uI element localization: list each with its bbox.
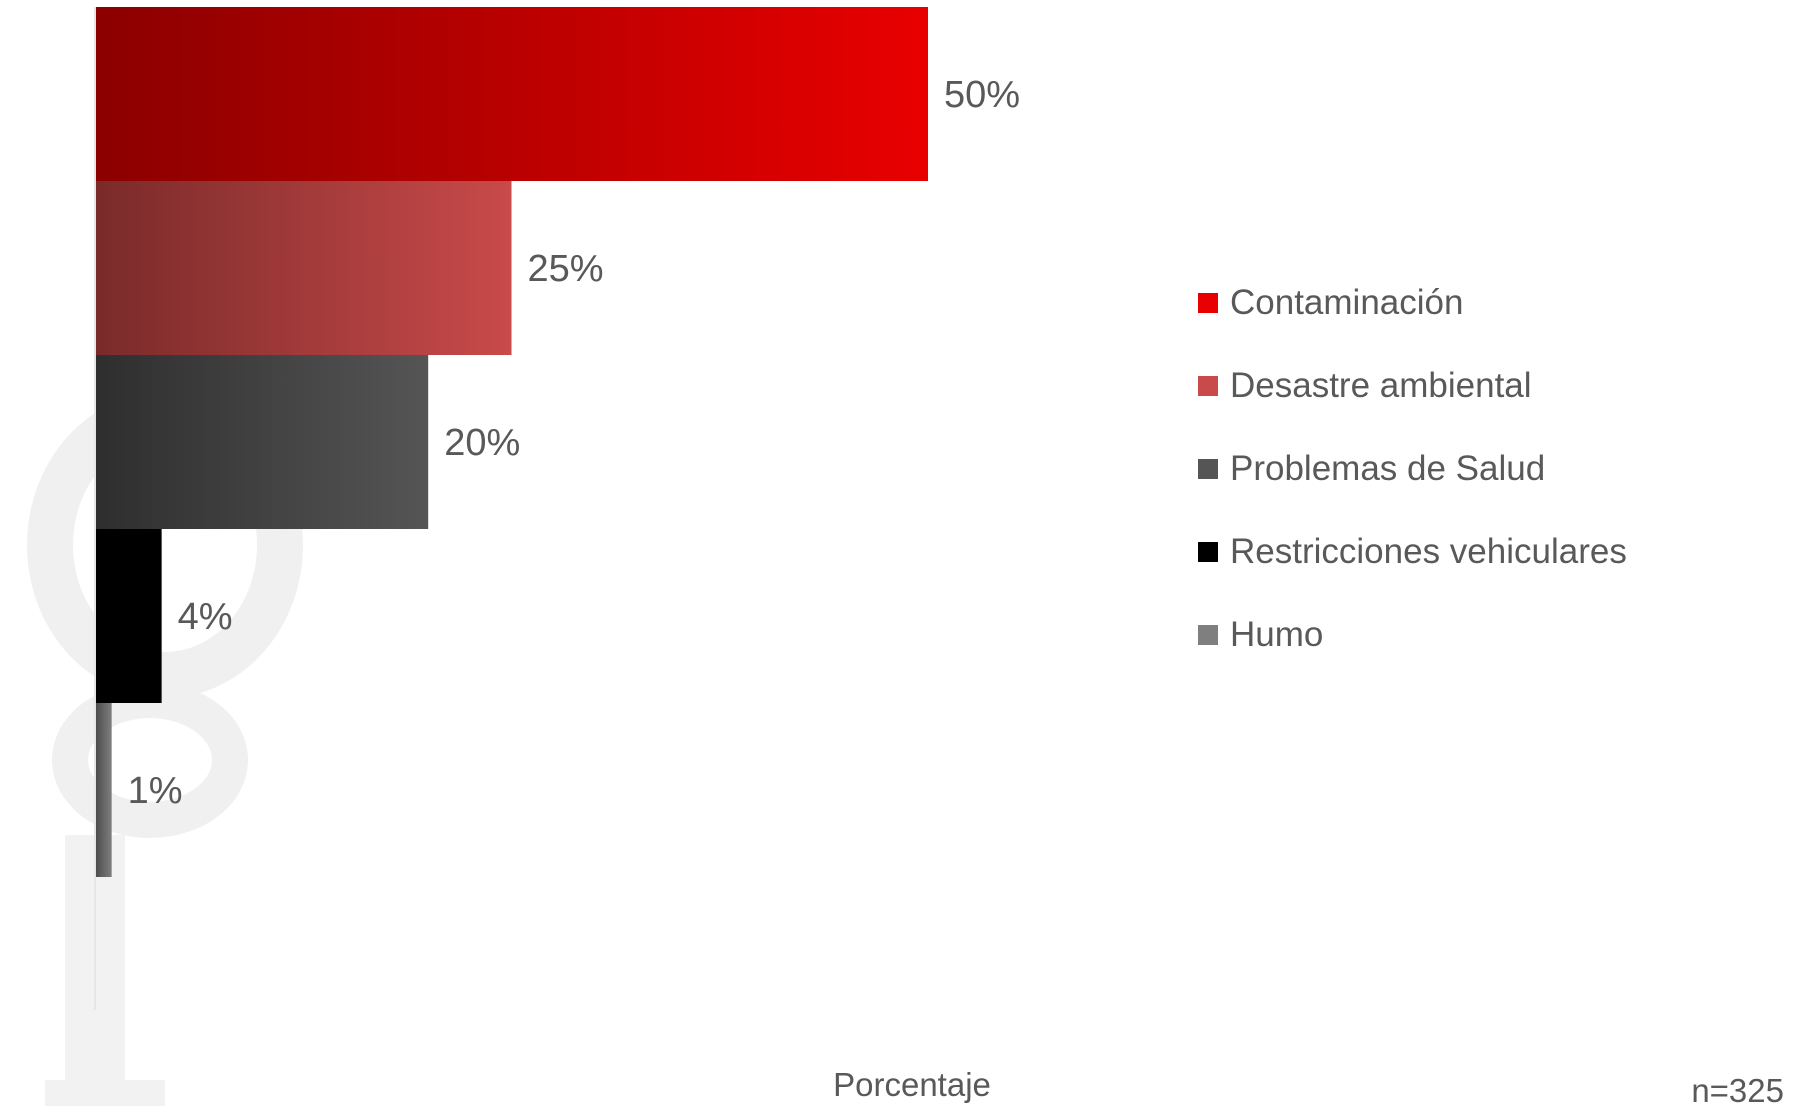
legend-item-desastre-ambiental: Desastre ambiental: [1198, 365, 1627, 406]
legend-swatch: [1198, 375, 1218, 396]
legend-swatch: [1198, 292, 1218, 313]
legend-item-problemas-de-salud: Problemas de Salud: [1198, 448, 1627, 489]
bar-humo: [95, 703, 112, 877]
value-label-restricciones-vehiculares: 4%: [178, 596, 233, 638]
value-label-humo: 1%: [128, 770, 183, 812]
legend-swatch: [1198, 624, 1218, 645]
bar-restricciones-vehiculares: [95, 529, 162, 703]
bar-contaminacion: [95, 7, 928, 181]
legend-label: Contaminación: [1230, 282, 1464, 322]
legend: Contaminación Desastre ambiental Problemas…: [1198, 282, 1627, 655]
legend-swatch: [1198, 541, 1218, 562]
x-axis-label: Porcentaje: [833, 1066, 991, 1103]
legend-swatch: [1198, 458, 1218, 479]
legend-item-humo: Humo: [1198, 614, 1627, 655]
bar-desastre-ambiental: [95, 181, 512, 355]
value-label-desastre-ambiental: 25%: [528, 248, 604, 290]
legend-label: Humo: [1230, 614, 1324, 654]
legend-label: Problemas de Salud: [1230, 448, 1546, 488]
legend-label: Desastre ambiental: [1230, 365, 1532, 405]
sample-size-note: n=325: [1691, 1072, 1784, 1109]
value-label-problemas-de-salud: 20%: [444, 422, 520, 464]
value-labels: 50% 25% 20% 4% 1%: [128, 74, 1020, 812]
legend-label: Restricciones vehiculares: [1230, 531, 1627, 571]
bar-problemas-de-salud: [95, 355, 429, 529]
legend-item-restricciones-vehiculares: Restricciones vehiculares: [1198, 531, 1627, 572]
legend-item-contaminacion: Contaminación: [1198, 282, 1627, 323]
value-label-contaminacion: 50%: [944, 74, 1020, 116]
bars: [95, 7, 928, 877]
